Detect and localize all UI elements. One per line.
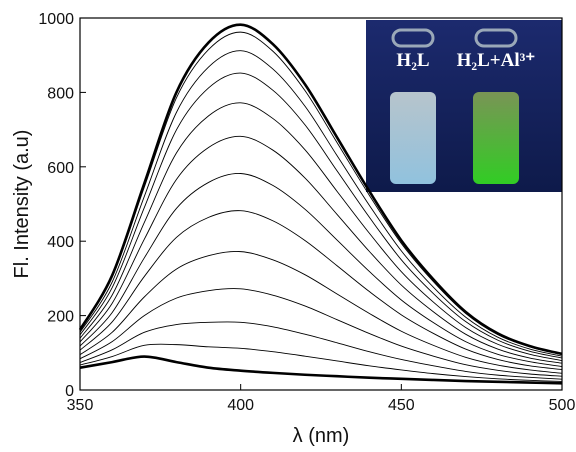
spectrum-line <box>79 321 563 380</box>
spectrum-line <box>79 210 563 370</box>
y-axis-label: Fl. Intensity (a.u) <box>11 130 33 279</box>
spectrum-line <box>79 251 563 374</box>
spectrum-line <box>79 102 563 362</box>
inset-label: H₂L+Al³⁺ <box>457 50 536 71</box>
spectrum-line <box>78 23 563 356</box>
x-tick-label: 400 <box>227 397 254 414</box>
spectrum-line <box>79 135 563 364</box>
spectrum-line <box>79 288 563 377</box>
spectrum-line <box>79 50 563 357</box>
inset-photo: H₂L H₂L+Al³⁺ <box>366 20 562 192</box>
x-tick-label: 350 <box>67 397 94 414</box>
y-tick-label: 1000 <box>38 11 74 28</box>
y-tick-label: 400 <box>47 234 74 251</box>
y-tick-label: 0 <box>65 383 74 400</box>
x-axis-label: λ (nm) <box>293 425 350 447</box>
spectrum-line <box>79 343 563 382</box>
plot-frame <box>79 17 563 391</box>
spectrum-line <box>79 355 563 385</box>
y-tick-label: 800 <box>47 85 74 102</box>
x-tick-label: 450 <box>388 397 415 414</box>
spectrum-line <box>79 173 563 368</box>
x-tick-label: 500 <box>549 397 576 414</box>
spectrum-line <box>79 72 563 359</box>
y-tick-label: 200 <box>47 309 74 326</box>
inset-label: H₂L <box>396 50 429 71</box>
y-tick-label: 600 <box>47 160 74 177</box>
